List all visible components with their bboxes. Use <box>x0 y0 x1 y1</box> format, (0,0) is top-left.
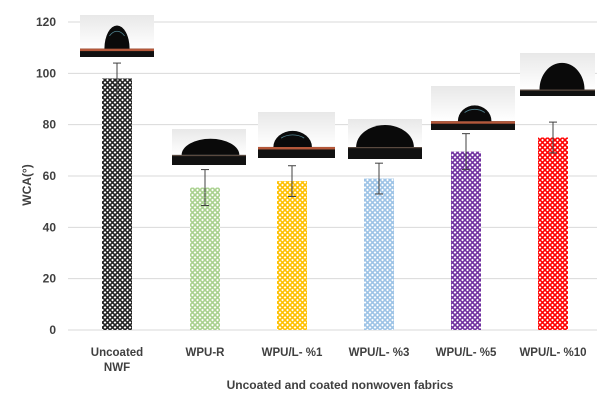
y-tick-label: 40 <box>43 220 57 234</box>
water-droplet-photo <box>172 129 246 165</box>
water-droplet-photo <box>520 53 595 96</box>
error-bar <box>201 169 209 207</box>
bar <box>538 137 568 330</box>
error-bars <box>113 62 557 207</box>
x-axis-categories: Uncoated NWF WPU-R WPU/L- %1 WPU/L- %3 WPU/L-… <box>91 347 587 374</box>
error-bar <box>375 162 383 195</box>
y-tick-label: 80 <box>43 118 57 132</box>
bar <box>102 78 132 330</box>
error-bar <box>288 165 296 198</box>
category-label: WPU/L- %5 <box>436 347 497 359</box>
category-label: NWF <box>104 362 130 374</box>
category-label: WPU-R <box>186 347 226 359</box>
water-droplet-photo <box>348 119 422 159</box>
error-bar <box>549 121 557 154</box>
y-tick-label: 120 <box>36 15 56 29</box>
x-axis-title: Uncoated and coated nonwoven fabrics <box>227 378 454 392</box>
bar <box>190 187 220 330</box>
bar <box>277 181 307 330</box>
error-bar <box>113 62 121 95</box>
water-droplet-photo <box>431 86 515 130</box>
category-label: WPU/L- %1 <box>262 347 323 359</box>
droplet-photos <box>80 15 595 165</box>
bars <box>102 78 568 330</box>
y-axis-title: WCA(°) <box>20 164 34 205</box>
gridlines <box>68 21 597 331</box>
y-tick-label: 0 <box>49 323 56 337</box>
water-droplet-photo <box>80 15 154 57</box>
y-tick-label: 60 <box>43 169 57 183</box>
y-tick-label: 20 <box>43 272 57 286</box>
bar <box>451 151 481 330</box>
y-axis-ticks: 0 20 40 60 80 100 120 <box>36 15 56 337</box>
water-droplet-photo <box>258 112 335 158</box>
category-label: Uncoated <box>91 347 143 359</box>
y-tick-label: 100 <box>36 66 56 80</box>
category-label: WPU/L- %3 <box>349 347 410 359</box>
category-label: WPU/L- %10 <box>519 347 586 359</box>
error-bar <box>462 133 470 171</box>
bar <box>364 178 394 330</box>
